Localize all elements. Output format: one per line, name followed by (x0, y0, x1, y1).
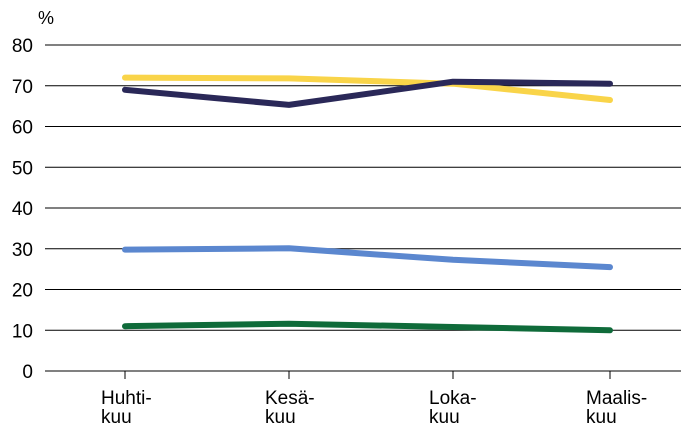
y-tick-label-40: 40 (12, 199, 33, 220)
y-tick-label-30: 30 (12, 240, 33, 261)
y-tick-label-20: 20 (12, 281, 33, 302)
x-tick-label-3-1: kuu (586, 407, 617, 428)
y-axis-ticks: 0 10 20 30 40 50 60 70 80 (12, 36, 33, 383)
unit-label: % (38, 8, 54, 28)
series-line-0 (122, 74, 613, 103)
series-line-1 (122, 78, 613, 108)
x-tick-label-1-1: kuu (265, 407, 296, 428)
series-line-3 (122, 320, 613, 334)
series-lines (122, 74, 613, 334)
x-tick-label-1-0: Kesä- (265, 388, 315, 409)
y-tick-label-80: 80 (12, 36, 33, 57)
x-tick-label-2-0: Loka- (429, 388, 477, 409)
series-line-2 (122, 245, 613, 271)
x-tick-label-0-0: Huhti- (101, 388, 152, 409)
y-tick-label-70: 70 (12, 77, 33, 98)
y-tick-label-10: 10 (12, 321, 33, 342)
x-tick-label-3-0: Maalis- (586, 388, 647, 409)
x-tick-label-0-1: kuu (101, 407, 132, 428)
x-tick-label-2-1: kuu (429, 407, 460, 428)
y-tick-label-50: 50 (12, 158, 33, 179)
y-tick-label-0: 0 (22, 362, 33, 383)
y-tick-label-60: 60 (12, 118, 33, 139)
